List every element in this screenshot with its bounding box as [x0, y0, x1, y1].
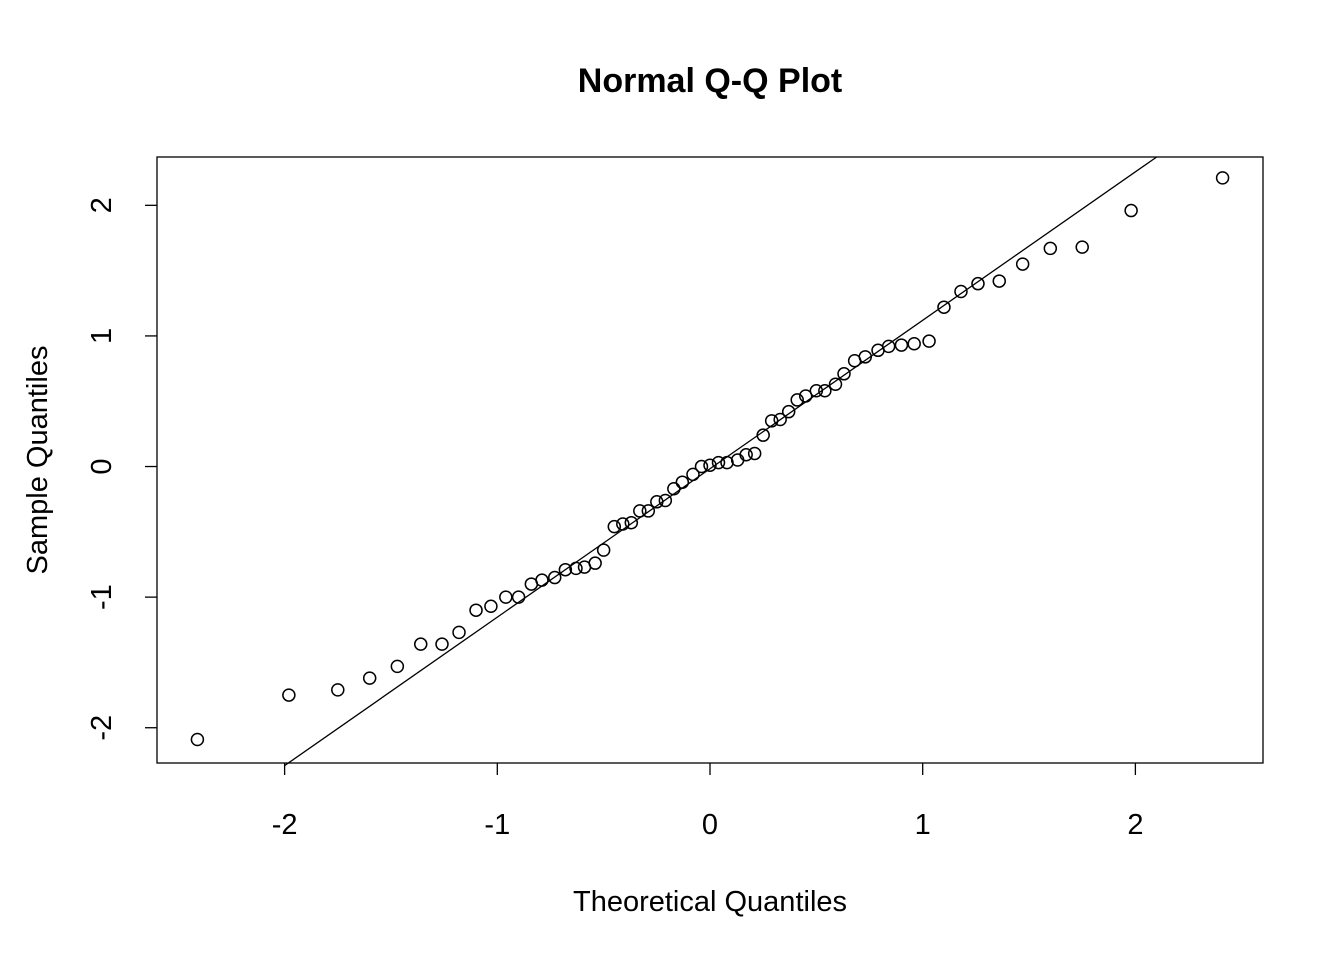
data-point: [633, 504, 647, 518]
plot-frame: [156, 156, 1264, 764]
data-point: [1075, 240, 1089, 254]
x-tick-label: -1: [484, 809, 510, 841]
data-point: [558, 562, 573, 577]
x-axis: -2 -1 0 1 2: [272, 763, 1143, 841]
data-point: [588, 556, 602, 570]
data-point: [641, 504, 656, 518]
data-point: [703, 458, 717, 472]
data-point: [971, 276, 985, 291]
data-point: [764, 414, 779, 428]
plot-area: [190, 156, 1230, 767]
data-point: [1043, 241, 1058, 256]
y-tick-label: 2: [86, 197, 118, 213]
y-tick-label: 1: [86, 328, 118, 344]
data-point: [452, 625, 466, 640]
data-point: [881, 339, 896, 354]
y-axis: -2 -1 0 1 2: [86, 197, 157, 741]
x-tick-label: 2: [1127, 809, 1143, 841]
data-point: [362, 671, 377, 685]
data-point: [667, 481, 681, 496]
data-point: [435, 637, 449, 651]
x-tick-label: 0: [702, 809, 718, 841]
x-axis-label: Theoretical Quantiles: [573, 886, 847, 918]
data-point: [809, 384, 824, 398]
data-point: [837, 367, 851, 381]
data-point: [790, 393, 804, 407]
data-point: [190, 732, 205, 747]
data-point: [1215, 171, 1230, 185]
data-point: [781, 404, 796, 419]
data-point: [694, 459, 709, 474]
data-point: [686, 467, 700, 482]
data-point: [773, 412, 787, 427]
data-point: [331, 683, 345, 697]
data-point: [650, 495, 664, 509]
data-point: [569, 561, 583, 576]
data-point: [747, 446, 762, 461]
data-point: [535, 573, 549, 587]
data-point: [894, 338, 909, 352]
y-tick-label: -2: [86, 715, 118, 741]
x-tick-label: -2: [272, 809, 298, 841]
data-point: [907, 337, 921, 351]
data-point: [1015, 257, 1030, 271]
data-point: [469, 603, 483, 617]
data-point: [730, 453, 745, 467]
data-point: [282, 688, 296, 702]
data-point: [499, 590, 513, 604]
data-point: [756, 428, 770, 442]
data-point: [798, 389, 813, 403]
data-point: [675, 475, 690, 489]
data-point: [954, 284, 968, 299]
data-point: [547, 570, 562, 585]
y-axis-label: Sample Quantiles: [22, 346, 54, 575]
x-tick-label: 1: [915, 809, 931, 841]
data-point: [992, 274, 1007, 288]
data-point: [624, 515, 639, 530]
data-point: [511, 590, 526, 604]
data-point: [607, 519, 622, 534]
data-points: [190, 171, 1230, 747]
data-point: [858, 350, 873, 364]
data-point: [922, 334, 936, 348]
data-point: [484, 599, 498, 614]
data-point: [413, 637, 428, 651]
data-point: [739, 448, 753, 462]
data-point: [937, 300, 951, 314]
data-point: [828, 377, 843, 391]
data-point: [711, 455, 726, 470]
data-point: [616, 517, 630, 531]
y-tick-label: 0: [86, 458, 118, 474]
data-point: [818, 384, 832, 398]
data-point: [1124, 203, 1138, 218]
data-point: [596, 543, 611, 557]
data-point: [390, 659, 405, 674]
chart-title: Normal Q-Q Plot: [578, 62, 842, 100]
y-tick-label: -1: [86, 584, 118, 610]
data-point: [658, 493, 673, 508]
